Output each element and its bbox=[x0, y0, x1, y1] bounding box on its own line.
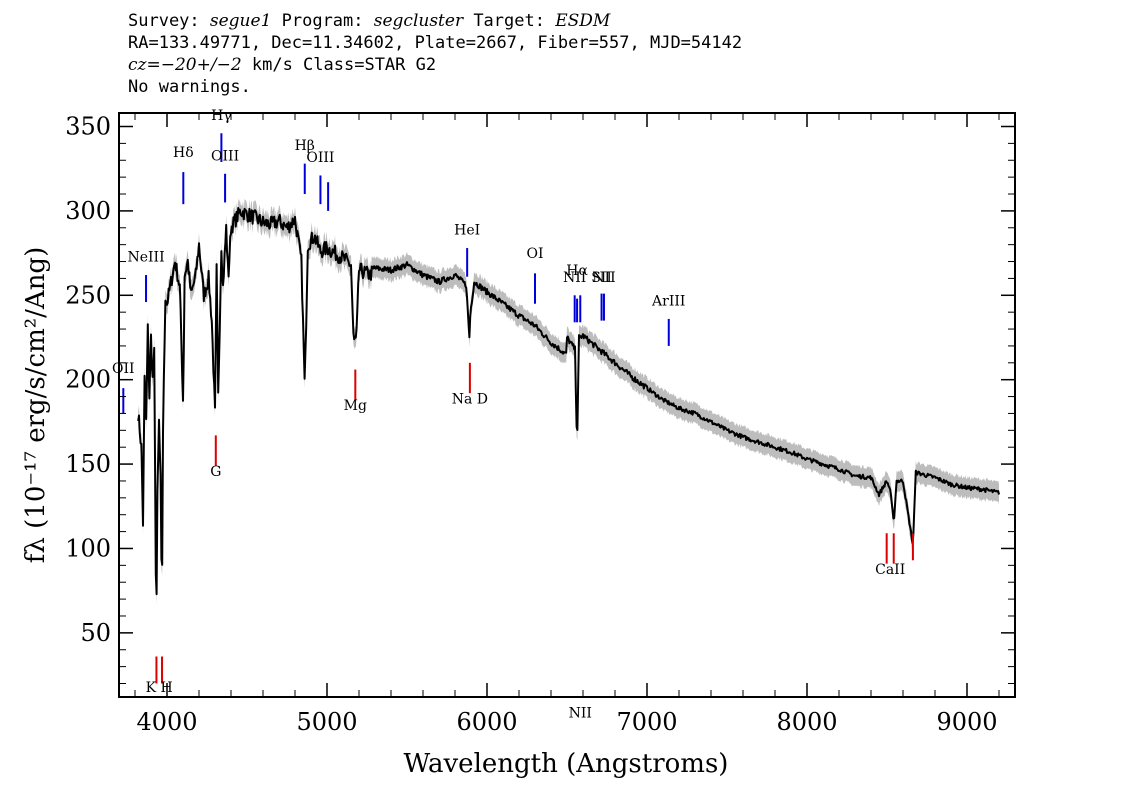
emission-line-label: OI bbox=[526, 246, 543, 262]
y-tick-label: 150 bbox=[65, 450, 111, 478]
class-text: km/s Class=STAR G2 bbox=[241, 55, 437, 75]
x-tick-label: 8000 bbox=[776, 708, 837, 736]
absorption-line-label: Mg bbox=[344, 398, 367, 414]
emission-line-label: Hα bbox=[566, 263, 588, 279]
spectrum-header: Survey: segue1 Program: segcluster Targe… bbox=[128, 10, 742, 98]
program-value: segcluster bbox=[373, 11, 464, 31]
target-label: Target: bbox=[463, 11, 556, 31]
x-tick-label: 5000 bbox=[296, 708, 357, 736]
header-line-coordinates: RA=133.49771, Dec=11.34602, Plate=2667, … bbox=[128, 33, 743, 53]
cz-label: cz bbox=[128, 55, 147, 75]
target-value: ESDM bbox=[555, 11, 611, 31]
x-tick-label: 4000 bbox=[136, 708, 197, 736]
header-line-redshift: cz=−20+/−2 km/s Class=STAR G2 bbox=[128, 54, 742, 76]
x-tick-label: 7000 bbox=[616, 708, 677, 736]
emission-line-label: Hγ bbox=[211, 108, 232, 124]
header-line-warnings: No warnings. bbox=[128, 77, 251, 97]
y-axis-title: fλ (10⁻¹⁷ erg/s/cm²/Ang) bbox=[21, 247, 51, 563]
cz-value: =−20+/−2 bbox=[146, 55, 242, 75]
survey-value: segue1 bbox=[209, 11, 272, 31]
absorption-line-label: CaII bbox=[875, 562, 905, 578]
emission-line-label: NII bbox=[563, 270, 586, 286]
flux-layer bbox=[137, 207, 1000, 596]
emission-line-label: NII bbox=[592, 270, 615, 286]
error-band-layer bbox=[138, 197, 999, 605]
program-label: Program: bbox=[271, 11, 374, 31]
tick-layer: 4000 5000 6000 7000 8000 9000 50 100 150 200 250 30… bbox=[65, 113, 1015, 736]
y-tick-label: 100 bbox=[65, 534, 111, 562]
emission-line-label: NII bbox=[569, 705, 592, 721]
plot-frame bbox=[118, 112, 1016, 698]
emission-line-label: OIII bbox=[306, 150, 334, 166]
y-tick-label: 200 bbox=[65, 366, 111, 394]
emission-line-label: ArIII bbox=[651, 293, 685, 309]
emission-line-label: NeIII bbox=[127, 250, 164, 266]
emission-line-label: HeI bbox=[454, 223, 480, 239]
y-tick-label: 50 bbox=[80, 619, 111, 647]
error-band bbox=[138, 197, 999, 605]
line-marker-layer: OIINeIIIHδHγOIIIHβOIIIHeIOINIIHαNIISIINI… bbox=[112, 108, 914, 721]
absorption-line-label: Na D bbox=[452, 391, 488, 407]
y-tick-label: 350 bbox=[65, 113, 111, 141]
emission-line-label: SII bbox=[591, 270, 612, 286]
emission-line-label: OIII bbox=[211, 148, 239, 164]
y-tick-label: 300 bbox=[65, 197, 111, 225]
y-tick-label: 250 bbox=[65, 281, 111, 309]
emission-line-label: Hδ bbox=[173, 145, 194, 161]
x-tick-label: 6000 bbox=[456, 708, 517, 736]
x-axis-title: Wavelength (Angstroms) bbox=[404, 749, 729, 779]
survey-label: Survey: bbox=[128, 11, 210, 31]
flux-line bbox=[137, 207, 1000, 596]
absorption-line-label: G bbox=[210, 464, 221, 480]
header-line-survey: Survey: segue1 Program: segcluster Targe… bbox=[128, 10, 742, 32]
emission-line-label: Hβ bbox=[295, 138, 315, 154]
absorption-line-label: K H bbox=[146, 680, 173, 696]
emission-line-label: OII bbox=[112, 361, 135, 377]
x-tick-label: 9000 bbox=[936, 708, 997, 736]
